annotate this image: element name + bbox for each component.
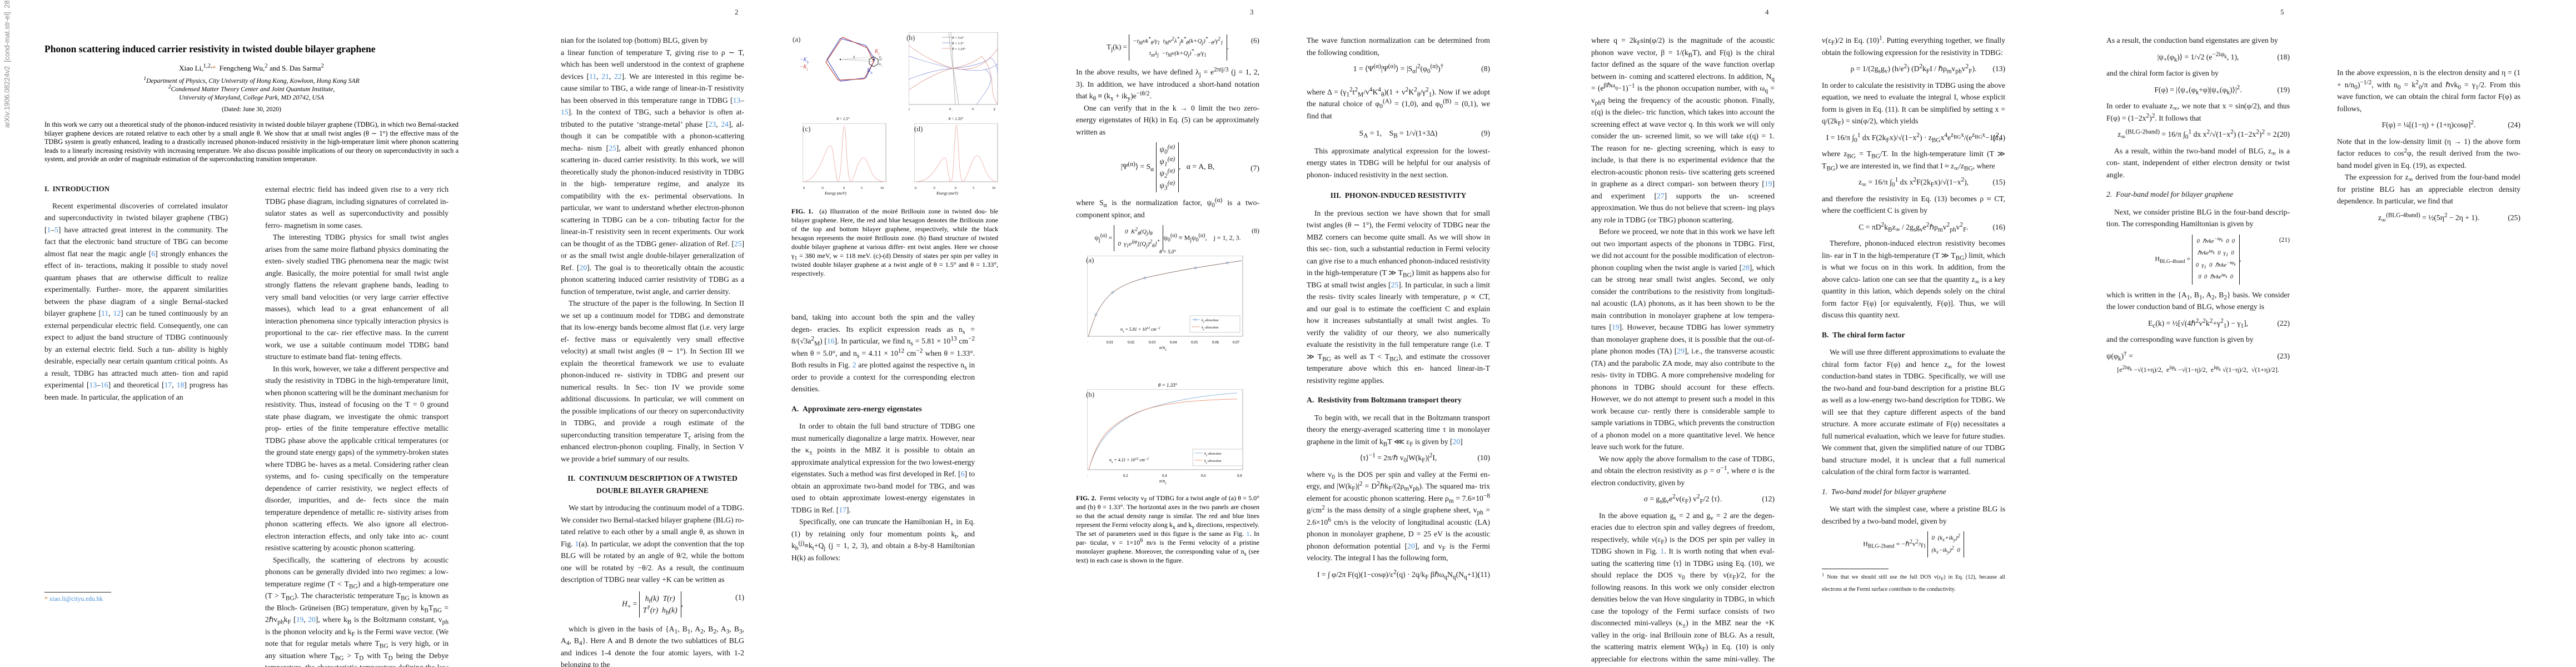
svg-text:-5: -5 <box>821 187 824 190</box>
svg-text:0: 0 <box>955 187 956 190</box>
svg-text:0.06: 0.06 <box>1212 340 1219 345</box>
svg-text:0: 0 <box>843 187 845 190</box>
svg-text:γ: γ <box>909 107 910 111</box>
svg-text:−Kb: −Kb <box>800 57 809 64</box>
svg-text:Kt: Kt <box>874 49 879 56</box>
svg-text:Energy (meV): Energy (meV) <box>824 191 846 196</box>
svg-text:-10: -10 <box>803 187 805 190</box>
svg-text:0.6: 0.6 <box>1201 474 1206 478</box>
svg-text:ns = 4.11 × 1012 cm−2: ns = 4.11 × 1012 cm−2 <box>1109 457 1149 464</box>
svg-text:5: 5 <box>973 187 974 190</box>
svg-text:n/ns: n/ns <box>1159 345 1167 352</box>
svg-text:θ = 5.0°: θ = 5.0° <box>952 36 964 40</box>
svg-text:Energy (meV): Energy (meV) <box>936 191 958 196</box>
svg-text:0.07: 0.07 <box>1233 340 1240 345</box>
svg-text:θ = 1.5°: θ = 1.5° <box>952 42 964 46</box>
svg-text:υ: υ <box>972 107 974 111</box>
svg-text:0.04: 0.04 <box>1170 340 1177 345</box>
svg-text:0.03: 0.03 <box>1149 340 1156 345</box>
svg-text:0.01: 0.01 <box>1107 340 1114 345</box>
svg-text:γ: γ <box>994 107 995 111</box>
svg-text:ns = 5.81 × 1013 cm−2: ns = 5.81 × 1013 cm−2 <box>1120 327 1160 334</box>
svg-text:-5: -5 <box>933 187 935 190</box>
svg-text:κ+: κ+ <box>879 62 883 68</box>
svg-text:5: 5 <box>861 187 863 190</box>
svg-text:0.8: 0.8 <box>1237 474 1242 478</box>
svg-text:0.4: 0.4 <box>1162 474 1167 478</box>
svg-text:θ: θ <box>853 56 855 59</box>
svg-text:0: 0 <box>1087 474 1088 478</box>
svg-text:0.2: 0.2 <box>1123 474 1128 478</box>
svg-text:κ−: κ− <box>949 107 953 113</box>
svg-text:0.02: 0.02 <box>1128 340 1135 345</box>
svg-text:0.05: 0.05 <box>1191 340 1198 345</box>
svg-text:10: 10 <box>992 187 995 190</box>
svg-text:θ = 1.33°: θ = 1.33° <box>952 47 966 51</box>
svg-text:−Kt: −Kt <box>800 64 808 72</box>
svg-text:-10: -10 <box>914 187 916 190</box>
svg-text:0: 0 <box>1087 340 1088 345</box>
svg-text:10: 10 <box>880 187 884 190</box>
svg-text:n/ns: n/ns <box>1159 479 1167 485</box>
